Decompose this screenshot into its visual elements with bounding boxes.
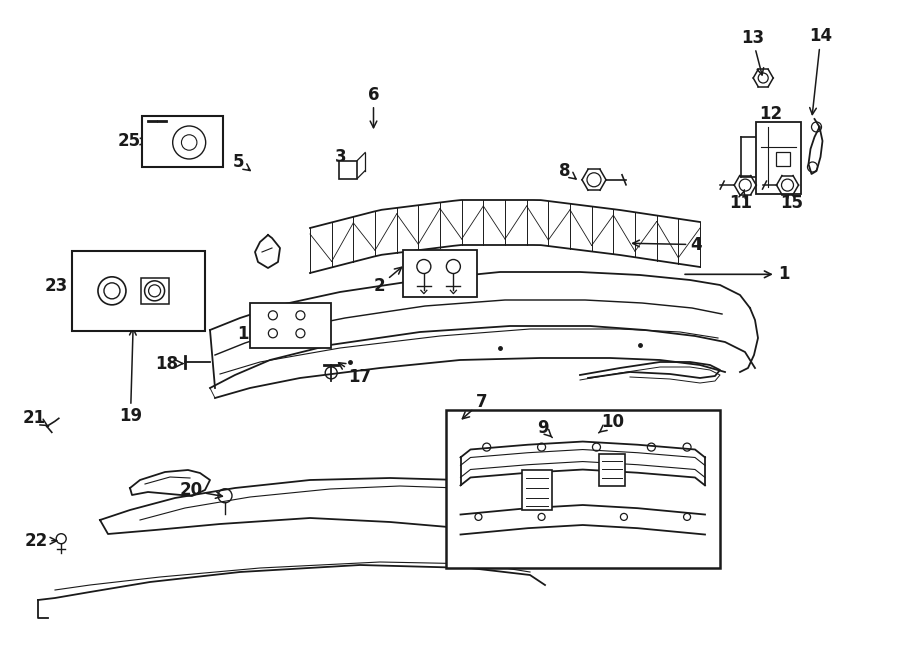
Bar — [403, 250, 477, 297]
Text: 4: 4 — [633, 235, 701, 254]
Text: 10: 10 — [598, 412, 625, 433]
Bar — [339, 161, 357, 178]
Text: 13: 13 — [741, 28, 764, 75]
Text: 6: 6 — [368, 85, 379, 128]
Text: 11: 11 — [729, 190, 752, 212]
Bar — [776, 152, 790, 167]
Bar — [140, 278, 168, 304]
Text: 12: 12 — [759, 104, 782, 146]
Text: 3: 3 — [335, 147, 354, 171]
Text: 14: 14 — [809, 27, 832, 114]
Bar — [250, 303, 331, 348]
Text: 15: 15 — [780, 190, 804, 212]
Text: 9: 9 — [537, 419, 553, 438]
Bar — [142, 116, 223, 167]
Text: 8: 8 — [560, 161, 576, 180]
Text: 19: 19 — [119, 329, 142, 426]
Text: 20: 20 — [179, 481, 222, 500]
Bar — [599, 454, 625, 486]
Text: 17: 17 — [338, 363, 372, 386]
Text: 23: 23 — [45, 276, 84, 295]
Bar — [522, 470, 553, 510]
Bar — [446, 410, 720, 568]
Text: 1: 1 — [685, 265, 790, 284]
Bar — [756, 122, 801, 194]
Text: 22: 22 — [24, 531, 57, 550]
Text: 21: 21 — [22, 408, 49, 427]
Text: 18: 18 — [155, 354, 183, 373]
Text: 25: 25 — [117, 132, 147, 150]
Bar — [72, 251, 205, 330]
Text: 7: 7 — [463, 393, 487, 419]
Text: 16: 16 — [237, 313, 260, 344]
Text: 2: 2 — [374, 267, 401, 295]
Text: 24: 24 — [148, 303, 172, 322]
Text: 5: 5 — [233, 153, 250, 171]
